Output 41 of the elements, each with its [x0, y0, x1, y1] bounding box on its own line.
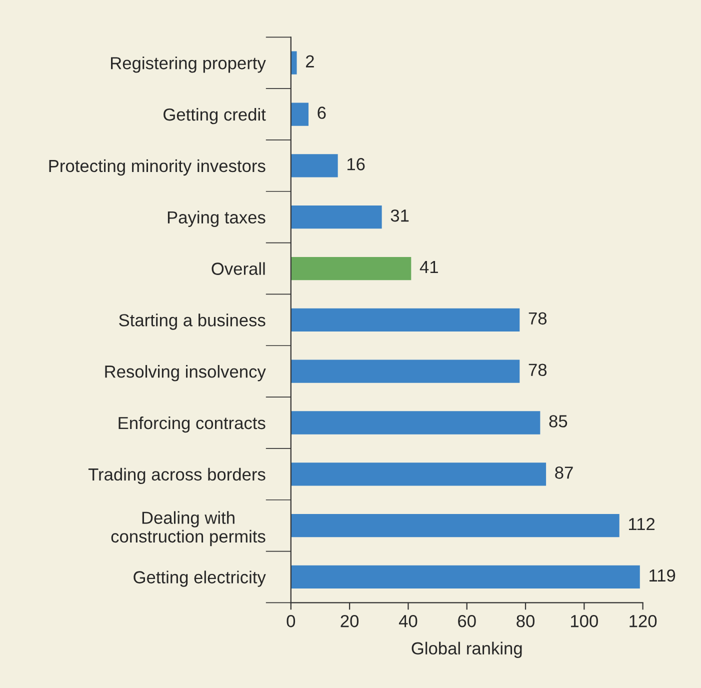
bar: [290, 462, 546, 486]
y-tick-label: Dealing with construction permits: [111, 511, 266, 546]
bar: [290, 51, 297, 74]
x-tick-label: 80: [516, 614, 534, 628]
bar: [290, 308, 520, 332]
y-tick-label: Resolving insolvency: [105, 365, 266, 382]
bar: [290, 154, 338, 178]
bar: [290, 360, 520, 383]
data-label: 119: [650, 569, 676, 582]
data-label: 78: [528, 312, 547, 325]
x-axis-title: Global ranking: [412, 642, 522, 658]
bar: [290, 565, 640, 589]
x-tick-label: 40: [398, 614, 418, 628]
y-tick-label: Overall: [212, 262, 265, 275]
data-label: 41: [420, 261, 438, 273]
y-tick-label: Getting electricity: [134, 570, 266, 587]
bar: [290, 256, 412, 280]
data-label: 112: [629, 518, 655, 530]
data-label: 85: [549, 415, 568, 428]
y-tick-label: Registering property: [111, 56, 266, 73]
data-label: 78: [528, 364, 547, 376]
data-label: 2: [306, 55, 314, 68]
bar: [290, 102, 309, 126]
y-tick-label: Enforcing contracts: [118, 416, 266, 433]
x-tick-label: 20: [340, 614, 359, 628]
y-tick-label: Protecting minority investors: [49, 159, 266, 176]
x-tick-label: 60: [458, 614, 476, 628]
bar: [290, 514, 620, 538]
x-tick-label: 0: [286, 614, 296, 628]
y-tick-label: Getting credit: [164, 108, 266, 124]
bar: [290, 206, 382, 229]
data-label: 6: [318, 106, 326, 119]
y-tick-label: Starting a business: [119, 314, 266, 330]
x-tick-label: 100: [571, 614, 598, 628]
data-label: 87: [555, 466, 573, 479]
data-label: 16: [347, 158, 365, 170]
bar: [290, 411, 540, 434]
x-tick-label: 120: [630, 614, 657, 628]
data-label: 31: [390, 209, 409, 222]
y-tick-label: Trading across borders: [88, 468, 266, 484]
y-tick-label: Paying taxes: [168, 210, 266, 227]
